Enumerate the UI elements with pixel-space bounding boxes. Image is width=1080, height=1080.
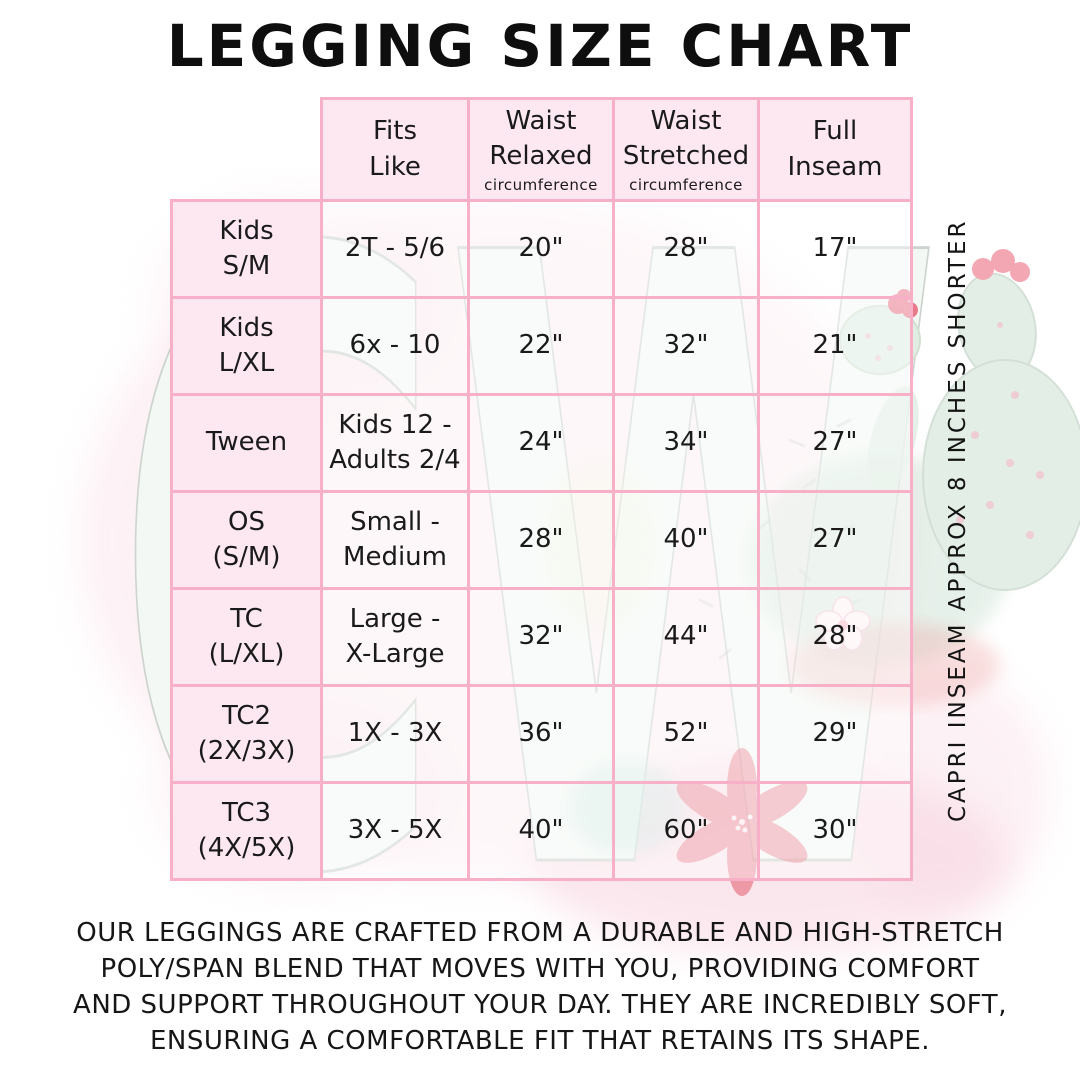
table-row: Kids S/M 2T - 5/6 20" 28" 17" — [170, 199, 913, 299]
column-header-label: Fits Like — [369, 116, 421, 182]
size-value-cell: 52" — [612, 684, 760, 784]
size-value-cell: 40" — [612, 490, 760, 590]
size-value-cell: Small - Medium — [320, 490, 470, 590]
column-header-cell: Fits Like — [320, 97, 470, 202]
product-description: OUR LEGGINGS ARE CRAFTED FROM A DURABLE … — [73, 918, 1007, 1056]
size-value-cell: Large - X-Large — [320, 587, 470, 687]
row-header-cell: TC3 (4X/5X) — [170, 781, 323, 881]
size-value-cell: 60" — [612, 781, 760, 881]
row-header-cell: Tween — [170, 393, 323, 493]
size-value-cell: 27" — [757, 393, 913, 493]
row-header-cell: Kids L/XL — [170, 296, 323, 396]
size-value-cell: 2T - 5/6 — [320, 199, 470, 299]
row-header-cell: TC (L/XL) — [170, 587, 323, 687]
capri-inseam-note: CAPRI INSEAM APPROX 8 INCHES SHORTER — [945, 218, 971, 822]
size-value-cell: 20" — [467, 199, 615, 299]
column-header-subtext: circumference — [484, 175, 598, 194]
table-row: TC3 (4X/5X) 3X - 5X 40" 60" 30" — [170, 781, 913, 881]
size-value-cell: 44" — [612, 587, 760, 687]
row-header-cell: OS (S/M) — [170, 490, 323, 590]
column-header-label: Waist Relaxed — [489, 105, 593, 171]
table-row: Tween Kids 12 - Adults 2/4 24" 34" 27" — [170, 393, 913, 493]
size-value-cell: 3X - 5X — [320, 781, 470, 881]
column-header-cell: Waist Relaxed circumference — [467, 97, 615, 202]
size-value-cell: 1X - 3X — [320, 684, 470, 784]
size-value-cell: 29" — [757, 684, 913, 784]
column-header-cell: Waist Stretched circumference — [612, 97, 760, 202]
size-table: Fits Like Waist Relaxed circumference Waist… — [170, 97, 913, 881]
size-value-cell: 32" — [612, 296, 760, 396]
row-header-cell: TC2 (2X/3X) — [170, 684, 323, 784]
column-header-cell: Full Inseam — [757, 97, 913, 202]
table-row: Kids L/XL 6x - 10 22" 32" 21" — [170, 296, 913, 396]
column-header-label: Waist Stretched — [622, 105, 750, 171]
size-value-cell: 36" — [467, 684, 615, 784]
row-header-cell: Kids S/M — [170, 199, 323, 299]
size-value-cell: 21" — [757, 296, 913, 396]
corner-spacer — [172, 99, 322, 201]
table-row: OS (S/M) Small - Medium 28" 40" 27" — [170, 490, 913, 590]
size-value-cell: 40" — [467, 781, 615, 881]
size-value-cell: 30" — [757, 781, 913, 881]
size-table-header: Fits Like Waist Relaxed circumference Waist… — [172, 97, 913, 202]
cactus-flower — [972, 249, 1030, 282]
size-value-cell: 28" — [467, 490, 615, 590]
size-value-cell: 32" — [467, 587, 615, 687]
column-header-subtext: circumference — [629, 175, 743, 194]
table-row: TC (L/XL) Large - X-Large 32" 44" 28" — [170, 587, 913, 687]
size-value-cell: Kids 12 - Adults 2/4 — [320, 393, 470, 493]
cactus-illustration — [922, 249, 1080, 591]
size-value-cell: 28" — [757, 587, 913, 687]
size-value-cell: 6x - 10 — [320, 296, 470, 396]
page-title: LEGGING SIZE CHART — [166, 12, 914, 80]
size-value-cell: 24" — [467, 393, 615, 493]
size-value-cell: 27" — [757, 490, 913, 590]
size-value-cell: 17" — [757, 199, 913, 299]
size-table-body: Kids S/M 2T - 5/6 20" 28" 17" Kids L/XL 6x - 1… — [170, 199, 913, 881]
table-row: TC2 (2X/3X) 1X - 3X 36" 52" 29" — [170, 684, 913, 784]
size-value-cell: 28" — [612, 199, 760, 299]
column-header-label: Full Inseam — [787, 116, 883, 182]
size-value-cell: 22" — [467, 296, 615, 396]
size-value-cell: 34" — [612, 393, 760, 493]
